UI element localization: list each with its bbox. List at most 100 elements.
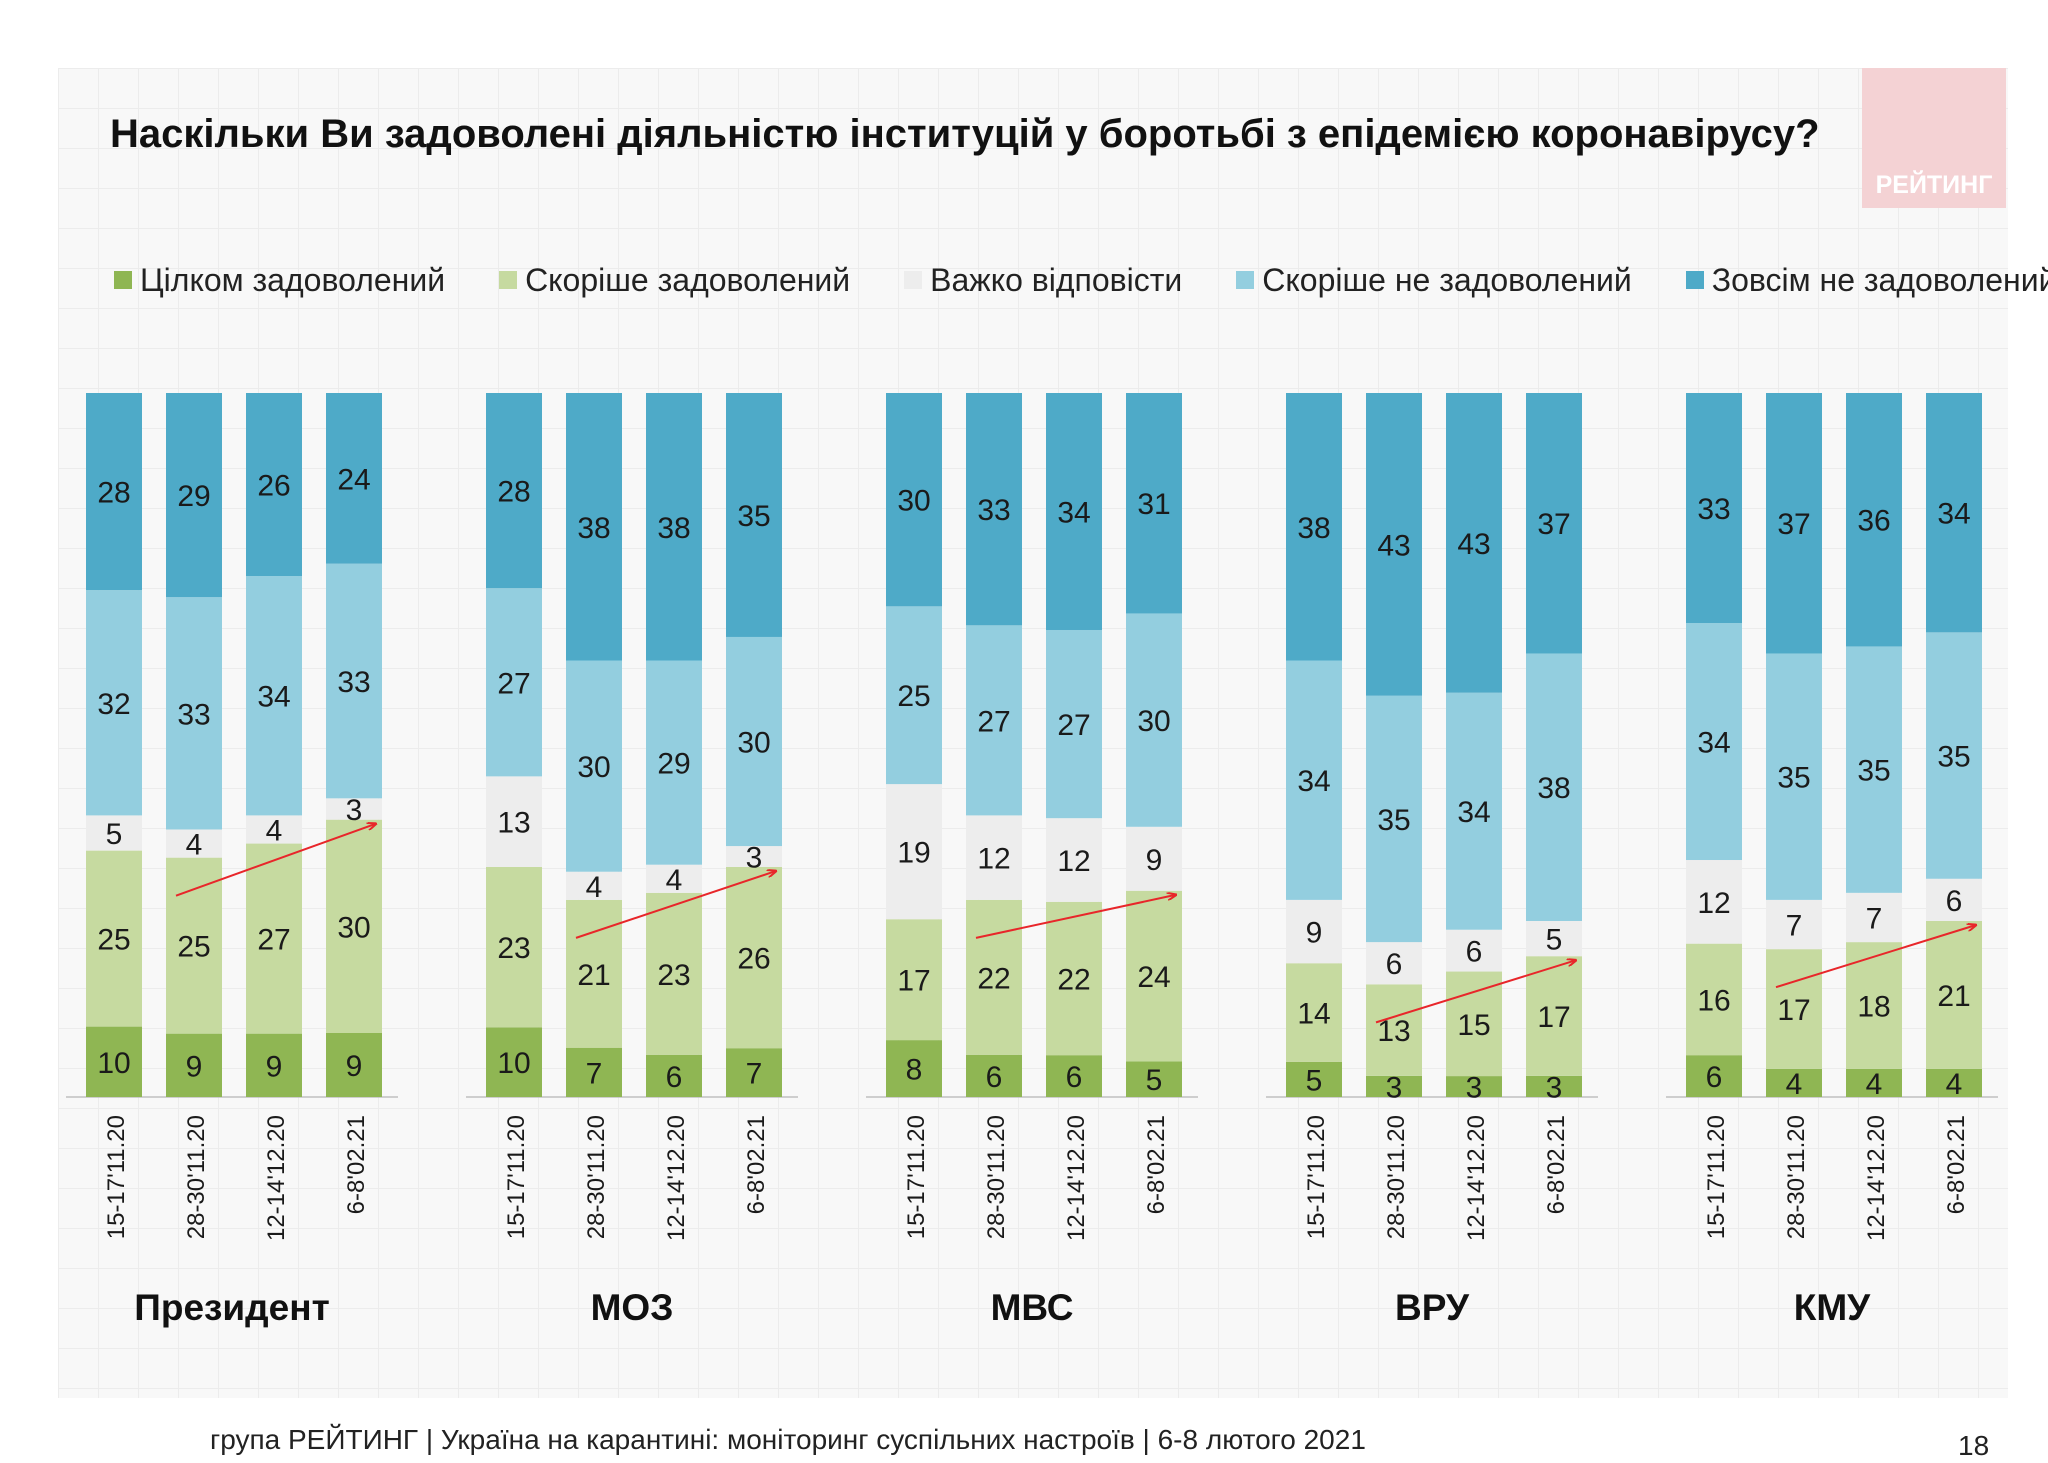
legend-item-rather-satisfied: Скоріше задоволений [499, 262, 850, 299]
bar-segment-rather-dissatisfied [726, 636, 782, 847]
data-label: 23 [497, 932, 530, 965]
bar-segment-hard-to-answer [1846, 892, 1902, 943]
data-label: 16 [1697, 984, 1730, 1017]
data-label: 30 [897, 485, 930, 518]
data-label: 17 [1537, 1001, 1570, 1034]
bar-segment-rather-dissatisfied [566, 660, 622, 872]
date-tick-label: 12-14'12.20 [1463, 1115, 1490, 1241]
legend-item-hard-to-answer: Важко відповісти [904, 262, 1182, 299]
data-label: 34 [257, 681, 290, 714]
logo-text: РЕЙТИНГ [1875, 171, 1993, 199]
bar-segment-hard-to-answer [1126, 826, 1182, 891]
bar-segment-rather-dissatisfied [1286, 660, 1342, 900]
data-label: 6 [1706, 1061, 1723, 1094]
data-label: 15 [1457, 1009, 1490, 1042]
data-label: 6 [666, 1061, 683, 1094]
data-label: 13 [497, 807, 530, 840]
data-label: 7 [1866, 902, 1883, 935]
data-label: 35 [1777, 762, 1810, 795]
bar-segment-rather-dissatisfied [1126, 613, 1182, 827]
bar-segment-hard-to-answer [166, 829, 222, 858]
bar-segment-fully-satisfied [1446, 1076, 1502, 1097]
data-label: 9 [346, 1050, 363, 1083]
bar-segment-fully-satisfied [86, 1026, 142, 1097]
data-label: 30 [1137, 705, 1170, 738]
data-label: 25 [177, 931, 210, 964]
data-label: 38 [577, 512, 610, 545]
bar-segment-completely-dissatisfied [86, 393, 142, 591]
bar-segment-rather-satisfied [1446, 971, 1502, 1077]
trend-arrow [975, 895, 1176, 939]
bar-segment-rather-dissatisfied [1366, 695, 1422, 943]
data-label: 38 [1297, 512, 1330, 545]
data-label: 43 [1457, 528, 1490, 561]
bar-segment-completely-dissatisfied [1126, 393, 1182, 614]
bar-segment-rather-dissatisfied [646, 660, 702, 865]
legend-item-completely-dissatisfied: Зовсім не задоволений [1685, 262, 2048, 299]
bar-segment-hard-to-answer [966, 815, 1022, 900]
data-label: 23 [657, 959, 690, 992]
data-label: 35 [1377, 804, 1410, 837]
bar-segment-rather-satisfied [726, 866, 782, 1049]
group-label: МВС [991, 1287, 1074, 1328]
bar-segment-completely-dissatisfied [166, 393, 222, 598]
data-label: 4 [1866, 1068, 1883, 1101]
date-tick-label: 15-17'11.20 [1703, 1115, 1730, 1239]
group-label: КМУ [1794, 1287, 1871, 1328]
date-tick-label: 12-14'12.20 [263, 1115, 290, 1241]
bar-segment-rather-dissatisfied [966, 625, 1022, 816]
bar-segment-completely-dissatisfied [886, 393, 942, 607]
date-tick-label: 6-8'02.21 [1943, 1115, 1970, 1214]
bar-segment-hard-to-answer [1766, 899, 1822, 950]
bar-segment-rather-satisfied [486, 866, 542, 1028]
data-label: 34 [1457, 796, 1490, 829]
date-tick-label: 15-17'11.20 [903, 1115, 930, 1239]
data-label: 35 [737, 500, 770, 533]
data-label: 29 [657, 748, 690, 781]
bar-segment-fully-satisfied [1766, 1068, 1822, 1097]
legend-swatch [1236, 271, 1255, 289]
data-label: 4 [586, 871, 603, 904]
legend-swatch [904, 271, 923, 289]
bar-segment-fully-satisfied [1046, 1055, 1102, 1097]
bar-segment-rather-dissatisfied [886, 606, 942, 785]
data-label: 26 [257, 470, 290, 503]
bar-segment-rather-satisfied [326, 819, 382, 1033]
bar-segment-hard-to-answer [1046, 818, 1102, 902]
data-label: 33 [1697, 493, 1730, 526]
date-tick-label: 28-30'11.20 [583, 1115, 610, 1239]
bar-segment-rather-dissatisfied [86, 590, 142, 816]
data-label: 5 [1306, 1064, 1323, 1097]
date-tick-label: 12-14'12.20 [1863, 1115, 1890, 1241]
bar-segment-completely-dissatisfied [1046, 393, 1102, 630]
data-label: 21 [577, 959, 610, 992]
data-label: 6 [986, 1061, 1003, 1094]
bar-segment-fully-satisfied [566, 1047, 622, 1097]
data-label: 37 [1537, 508, 1570, 541]
trend-arrow [175, 824, 376, 897]
data-label: 27 [1057, 709, 1090, 742]
data-label: 28 [97, 477, 130, 510]
bar-segment-hard-to-answer [326, 798, 382, 820]
data-label: 4 [1786, 1068, 1803, 1101]
data-label: 17 [897, 965, 930, 998]
bar-segment-completely-dissatisfied [1846, 393, 1902, 647]
data-label: 9 [266, 1050, 283, 1083]
bar-segment-rather-satisfied [1686, 943, 1742, 1056]
bar-segment-fully-satisfied [326, 1033, 382, 1097]
data-label: 33 [337, 666, 370, 699]
data-label: 7 [586, 1057, 603, 1090]
data-label: 12 [977, 843, 1010, 876]
bar-segment-rather-satisfied [1366, 984, 1422, 1076]
bar-segment-completely-dissatisfied [1366, 393, 1422, 696]
bar-segment-rather-dissatisfied [1846, 646, 1902, 893]
trend-arrow [1775, 925, 1976, 989]
rating-logo: РЕЙТИНГ [1862, 68, 2006, 208]
data-label: 30 [337, 911, 370, 944]
bar-segment-completely-dissatisfied [486, 393, 542, 589]
data-label: 31 [1137, 488, 1170, 521]
bar-segment-completely-dissatisfied [1766, 393, 1822, 654]
bar-segment-hard-to-answer [566, 871, 622, 900]
trend-arrow [1375, 960, 1576, 1024]
data-label: 19 [897, 837, 930, 870]
